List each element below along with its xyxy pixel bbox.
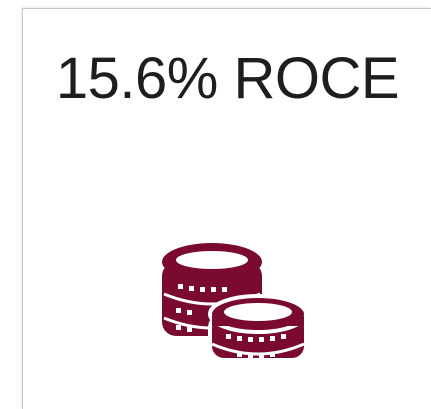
coin-dash [259,337,264,342]
coin-dash [189,286,194,291]
coin-dash [176,308,181,313]
coin-dash [176,325,181,330]
kpi-title: 15.6% ROCE [55,46,400,111]
coin-face-left [176,251,248,269]
coin-gap [211,342,305,356]
coin-face-right [224,303,292,321]
coin-dash [237,336,242,341]
coin-dash [200,287,205,292]
coin-dash [248,353,253,358]
coin-dash [281,334,286,339]
coin-dash [270,352,275,357]
coin-dash [270,336,275,341]
coin-dash [248,337,253,342]
coin-dash [187,327,192,332]
coin-dash [237,352,242,357]
coin-dash [178,284,183,289]
coin-dash [259,353,264,358]
coin-dash [211,287,216,292]
coin-dash [187,310,192,315]
coin-dash [222,287,227,292]
coin-dash [226,334,231,339]
